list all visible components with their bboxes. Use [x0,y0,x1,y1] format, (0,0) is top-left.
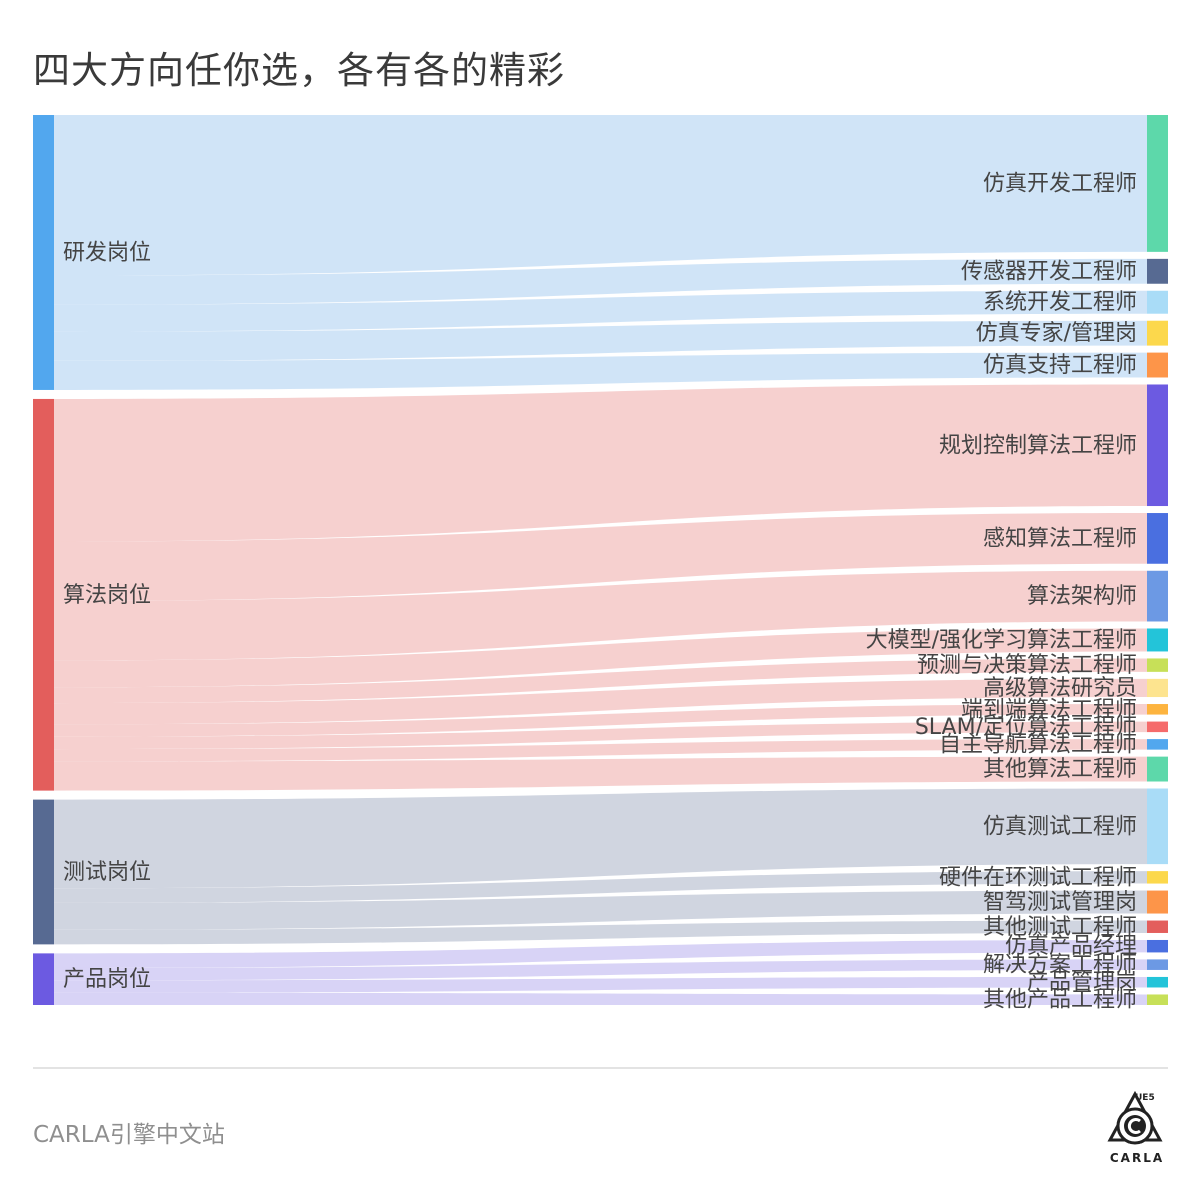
target-node [1147,739,1168,750]
target-label: 硬件在环测试工程师 [939,865,1137,890]
target-node [1147,756,1168,782]
sankey-link [54,788,1147,889]
target-label: 其他算法工程师 [983,757,1137,782]
source-node [33,799,54,945]
sankey-link [54,959,1147,981]
target-label: 高级算法研究员 [983,676,1137,701]
target-node [1147,290,1168,314]
target-label: 预测与决策算法工程师 [917,653,1137,678]
target-node [1147,513,1168,564]
logo-carla-text: CARLA [1110,1151,1164,1165]
source-label: 算法岗位 [63,583,151,608]
target-label: 算法架构师 [1027,584,1137,609]
sankey-link [54,513,1147,601]
sankey-link [54,939,1147,968]
sankey-link [54,890,1147,930]
target-node [1147,320,1168,346]
target-node [1147,658,1168,672]
sankey-link [54,756,1147,791]
target-node [1147,384,1168,507]
carla-logo-icon: UE5 CARLA [1107,1090,1164,1165]
target-label: 仿真测试工程师 [983,814,1137,839]
sankey-link [54,739,1147,762]
target-label: 产品管理岗 [1027,970,1137,995]
target-node [1147,920,1168,933]
sankey-link [54,871,1147,903]
sankey-link [54,658,1147,704]
logo-ue5-text: UE5 [1135,1093,1155,1103]
sankey-link [54,628,1147,688]
target-node [1147,678,1168,698]
target-label: 其他产品工程师 [983,988,1137,1013]
target-node [1147,788,1168,865]
footer-divider [33,1067,1168,1069]
target-label: 端到端算法工程师 [961,697,1137,722]
sankey-link [54,384,1147,542]
sankey-link [54,570,1147,661]
target-label: 规划控制算法工程师 [939,433,1137,458]
target-label: 系统开发工程师 [983,290,1137,315]
target-node [1147,871,1168,884]
target-node [1147,115,1168,252]
target-node [1147,258,1168,284]
sankey-link [54,976,1147,993]
target-label: 感知算法工程师 [983,526,1137,551]
chart-title: 四大方向任你选，各有各的精彩 [33,49,565,92]
target-label: 其他测试工程师 [983,915,1137,940]
target-label: 大模型/强化学习算法工程师 [866,628,1137,653]
target-node [1147,628,1168,652]
target-label: 仿真开发工程师 [983,171,1137,196]
sankey-link [54,992,1147,1005]
target-node [1147,959,1168,970]
source-label: 产品岗位 [63,967,151,992]
sankey-link [54,320,1147,361]
target-node [1147,890,1168,914]
target-label: 解决方案工程师 [983,953,1137,978]
source-node [33,115,54,390]
target-label: 仿真支持工程师 [983,353,1137,378]
sankey-link [54,721,1147,750]
sankey-link [54,920,1147,945]
source-node [33,398,54,791]
target-node [1147,994,1168,1005]
sankey-link [54,678,1147,725]
source-label: 研发岗位 [63,240,151,265]
source-node [33,953,54,1005]
target-node [1147,721,1168,733]
sankey-link [54,290,1147,332]
target-node [1147,939,1168,953]
sankey-link [54,352,1147,390]
target-node [1147,570,1168,622]
target-label: 智驾测试管理岗 [983,890,1137,915]
sankey-chart: 研发岗位算法岗位测试岗位产品岗位仿真开发工程师传感器开发工程师系统开发工程师仿真… [33,115,1168,1013]
sankey-link [54,115,1147,276]
source-label: 测试岗位 [63,860,151,885]
target-node [1147,352,1168,378]
target-label: 仿真产品经理 [1005,934,1137,959]
sankey-link [54,704,1147,737]
footer-brand-text: CARLA引擎中文站 [33,1122,225,1148]
target-label: 自主导航算法工程师 [939,732,1137,757]
target-label: 仿真专家/管理岗 [976,321,1137,346]
target-node [1147,704,1168,715]
target-label: SLAM/定位算法工程师 [915,715,1137,740]
target-node [1147,976,1168,988]
sankey-link [54,258,1147,305]
target-label: 传感器开发工程师 [961,259,1137,284]
